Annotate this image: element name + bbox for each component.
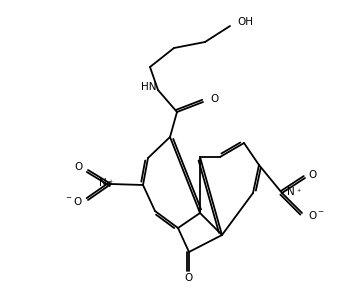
Text: O$^-$: O$^-$	[308, 209, 325, 221]
Text: $^+$: $^+$	[107, 180, 114, 186]
Text: $^+$: $^+$	[295, 189, 302, 195]
Text: OH: OH	[237, 17, 253, 27]
Text: O: O	[210, 94, 218, 104]
Text: O: O	[308, 170, 316, 180]
Text: N: N	[287, 187, 295, 197]
Text: N: N	[99, 178, 107, 188]
Text: O: O	[75, 162, 83, 172]
Text: HN: HN	[142, 82, 157, 92]
Text: O: O	[185, 273, 193, 283]
Text: $^-$O: $^-$O	[64, 195, 83, 207]
